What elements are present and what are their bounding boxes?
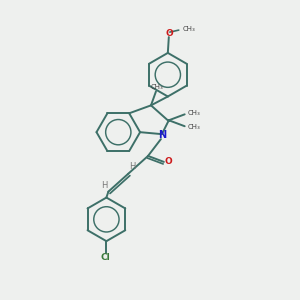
Text: CH₃: CH₃ — [183, 26, 195, 32]
Text: CH₃: CH₃ — [151, 83, 163, 89]
Text: CH₃: CH₃ — [188, 110, 200, 116]
Text: H: H — [129, 162, 135, 171]
Text: O: O — [166, 28, 174, 38]
Text: Cl: Cl — [100, 254, 110, 262]
Text: N: N — [158, 130, 166, 140]
Text: CH₃: CH₃ — [188, 124, 200, 130]
Text: O: O — [165, 158, 173, 166]
Text: H: H — [101, 181, 108, 190]
